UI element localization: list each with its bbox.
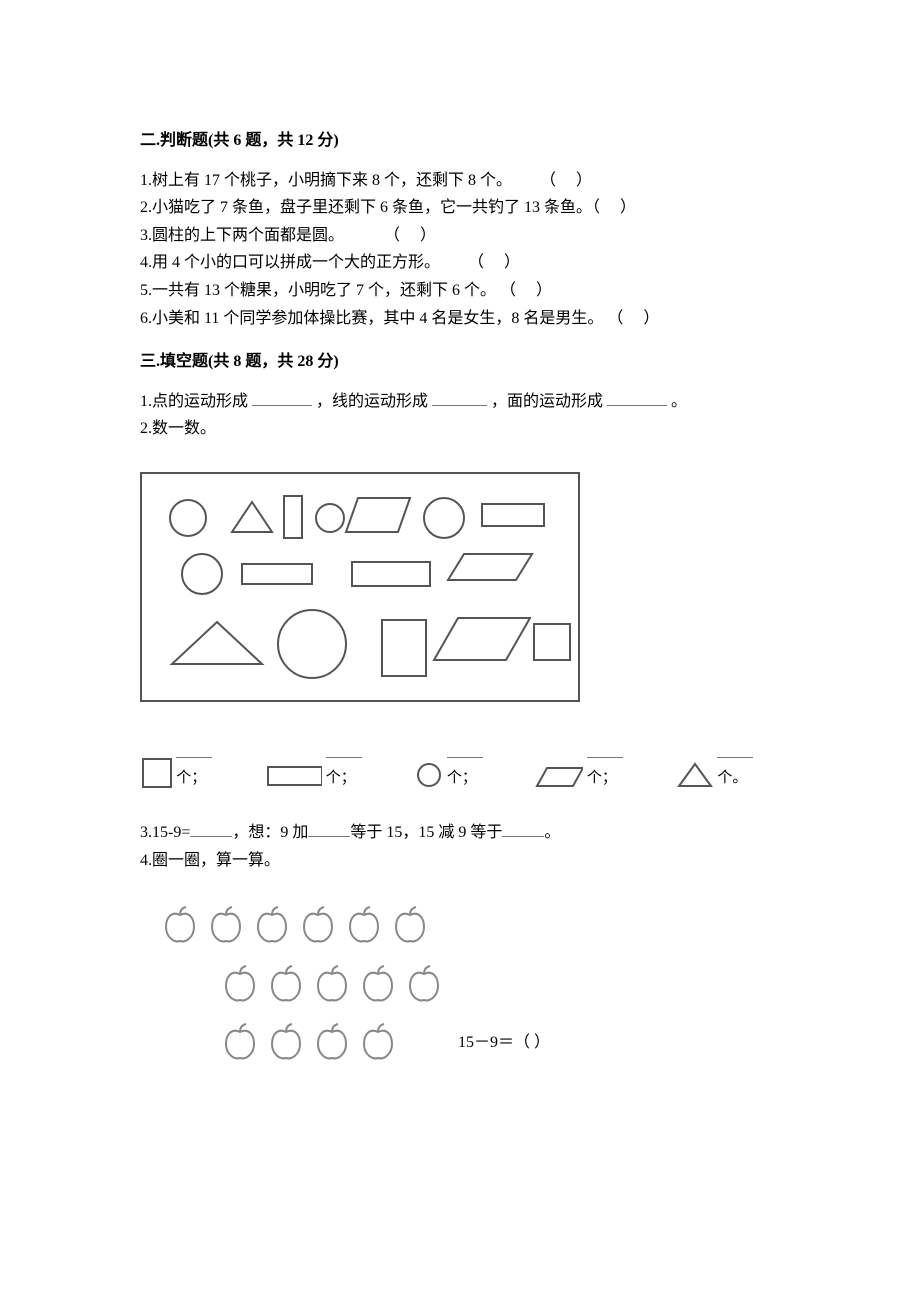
rect-shape <box>284 496 302 538</box>
circle-shape <box>170 500 206 536</box>
parallelogram-shape <box>448 554 532 580</box>
count-blank-para[interactable] <box>587 744 623 758</box>
judge-item-5: 5.一共有 13 个糖果，小明吃了 7 个，还剩下 6 个。 （ ） <box>140 278 780 304</box>
circle-shape <box>316 504 344 532</box>
apple-icon <box>358 962 398 1006</box>
rectangle-icon <box>265 762 322 790</box>
fill-q1: 1.点的运动形成 ，线的运动形成 ，面的运动形成 。 <box>140 389 780 415</box>
fill-q3: 3.15-9= ，想：9 加 等于 15，15 减 9 等于 。 <box>140 820 780 846</box>
q3-blank-1[interactable] <box>190 823 232 837</box>
count-unit-1: 个； <box>176 770 206 786</box>
parallelogram-shape <box>434 618 530 660</box>
square-icon <box>140 756 172 790</box>
apple-icon <box>312 1020 352 1064</box>
rect-shape <box>352 562 430 586</box>
judge-item-4: 4.用 4 个小的口可以拼成一个大的正方形。 （ ） <box>140 250 780 276</box>
apple-icon <box>312 962 352 1006</box>
apple-row-2 <box>220 962 444 1006</box>
count-unit-4: 个； <box>587 770 617 786</box>
apple-icon <box>160 903 200 947</box>
judge-item-2: 2.小猫吃了 7 条鱼，盘子里还剩下 6 条鱼，它一共钓了 13 条鱼。（ ） <box>140 195 780 221</box>
apple-icon <box>206 903 246 947</box>
apple-row-1 <box>160 903 430 947</box>
q1-blank-2[interactable] <box>432 391 487 405</box>
triangle-shape <box>232 502 272 532</box>
parallelogram-shape <box>346 498 410 532</box>
q1-blank-3[interactable] <box>607 391 667 405</box>
apple-icon <box>358 1020 398 1064</box>
count-blank-circle[interactable] <box>447 744 483 758</box>
worksheet-page: 二.判断题(共 6 题，共 12 分) 1.树上有 17 个桃子，小明摘下来 8… <box>0 0 920 1134</box>
circle-shape <box>278 610 346 678</box>
rect-shape <box>482 504 544 526</box>
q3-prefix: 3.15-9= <box>140 824 190 841</box>
apple-equation: 15－9＝（ ） <box>458 1030 550 1056</box>
circle-icon <box>414 760 442 790</box>
q3-mid1: ，想：9 加 <box>232 824 308 841</box>
rect-shape <box>382 620 426 676</box>
apple-row-3 <box>220 1020 398 1064</box>
fill-q4-label: 4.圈一圈，算一算。 <box>140 848 780 874</box>
section-2-body: 1.树上有 17 个桃子，小明摘下来 8 个，还剩下 8 个。 （ ） 2.小猫… <box>140 168 780 332</box>
apple-icon <box>298 903 338 947</box>
count-blank-tri[interactable] <box>717 744 753 758</box>
circle-shape <box>182 554 222 594</box>
circle-shape <box>424 498 464 538</box>
fill-q2-label: 2.数一数。 <box>140 416 780 442</box>
apple-icon <box>266 1020 306 1064</box>
count-unit-2: 个； <box>326 770 356 786</box>
count-item-rect: 个； <box>265 742 389 790</box>
q3-suffix: 。 <box>544 824 560 841</box>
rect-shape <box>534 624 570 660</box>
count-blank-square[interactable] <box>176 744 212 758</box>
count-item-tri: 个。 <box>675 742 780 790</box>
triangle-icon <box>675 760 713 790</box>
parallelogram-icon <box>535 764 582 790</box>
apple-icon <box>220 962 260 1006</box>
q1-part-2: ，面的运动形成 <box>491 393 603 410</box>
section-2-title: 二.判断题(共 6 题，共 12 分) <box>140 128 780 154</box>
apple-icon <box>252 903 292 947</box>
count-item-para: 个； <box>535 742 649 790</box>
triangle-shape <box>172 622 262 664</box>
q1-part-0: 1.点的运动形成 <box>140 393 248 410</box>
q1-blank-1[interactable] <box>252 391 312 405</box>
judge-item-6: 6.小美和 11 个同学参加体操比赛，其中 4 名是女生，8 名是男生。 （ ） <box>140 306 780 332</box>
count-row: 个； 个； 个； 个； 个。 <box>140 742 780 790</box>
apple-icon <box>404 962 444 1006</box>
q3-mid2: 等于 15，15 减 9 等于 <box>350 824 502 841</box>
q1-part-3: 。 <box>671 393 687 410</box>
q3-blank-2[interactable] <box>308 823 350 837</box>
count-unit-5: 个。 <box>717 770 747 786</box>
apple-icon <box>390 903 430 947</box>
apples-figure: 15－9＝（ ） <box>140 903 780 1064</box>
shapes-figure-box <box>140 472 580 702</box>
section-3-title: 三.填空题(共 8 题，共 28 分) <box>140 349 780 375</box>
count-blank-rect[interactable] <box>326 744 362 758</box>
q3-blank-3[interactable] <box>502 823 544 837</box>
judge-item-1: 1.树上有 17 个桃子，小明摘下来 8 个，还剩下 8 个。 （ ） <box>140 168 780 194</box>
count-item-circle: 个； <box>414 742 509 790</box>
count-unit-3: 个； <box>447 770 477 786</box>
rect-shape <box>242 564 312 584</box>
apple-icon <box>344 903 384 947</box>
apple-icon <box>266 962 306 1006</box>
apple-icon <box>220 1020 260 1064</box>
q1-part-1: ，线的运动形成 <box>316 393 428 410</box>
judge-item-3: 3.圆柱的上下两个面都是圆。 （ ） <box>140 223 780 249</box>
count-item-square: 个； <box>140 742 239 790</box>
shapes-svg <box>142 474 582 704</box>
